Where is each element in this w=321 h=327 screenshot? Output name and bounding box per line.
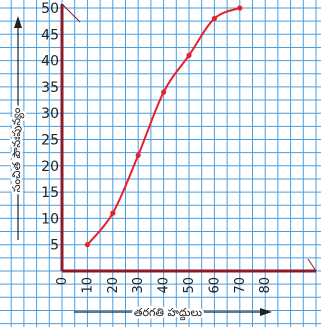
x-tick-labels: 0 10 20 30 40 50 60 70 80 [55, 277, 273, 294]
data-point [186, 52, 192, 58]
y-tick-label: 15 [41, 185, 59, 201]
y-axis-label: సంచిత పౌనఃపున్యం [10, 107, 25, 192]
y-axis-title-group: సంచిత పౌనఃపున్యం [8, 16, 28, 240]
y-tick-label: 45 [41, 27, 59, 43]
x-tick-label: 70 [233, 277, 248, 294]
x-tick-label: 40 [157, 277, 172, 294]
x-tick-label: 10 [80, 277, 95, 294]
y-tick-label: 35 [41, 80, 59, 96]
y-tick-label: 25 [41, 133, 59, 149]
x-tick-label: 0 [55, 277, 70, 285]
data-point [211, 15, 217, 22]
data-point [110, 210, 116, 216]
data-point [161, 89, 167, 95]
x-tick-label: 30 [131, 277, 146, 294]
y-tick-labels: 5 10 15 20 25 30 35 40 45 50 [41, 1, 59, 254]
y-tick-label: 40 [41, 54, 59, 70]
data-point [237, 5, 243, 11]
data-points [84, 5, 243, 248]
x-tick-label: 20 [106, 277, 121, 294]
x-tick-label: 60 [207, 277, 222, 294]
data-point [84, 242, 90, 248]
axis-break-mark [61, 3, 81, 23]
x-tick-label: 80 [258, 277, 273, 294]
x-axis-title-group: తరగతి హద్దులు [74, 304, 272, 324]
y-tick-label: 5 [50, 238, 59, 254]
x-axis-arrow-head [260, 308, 272, 316]
data-point [135, 152, 141, 158]
y-tick-label: 30 [41, 106, 59, 122]
x-axis-label: తరగతి హద్దులు [134, 306, 202, 321]
y-tick-label: 20 [41, 159, 59, 175]
y-tick-label: 50 [41, 1, 59, 17]
axis-break-mark [307, 258, 317, 272]
axes [60, 3, 317, 273]
y-axis-arrow-head [14, 16, 22, 28]
y-tick-label: 10 [41, 211, 59, 227]
x-tick-label: 50 [182, 277, 197, 294]
